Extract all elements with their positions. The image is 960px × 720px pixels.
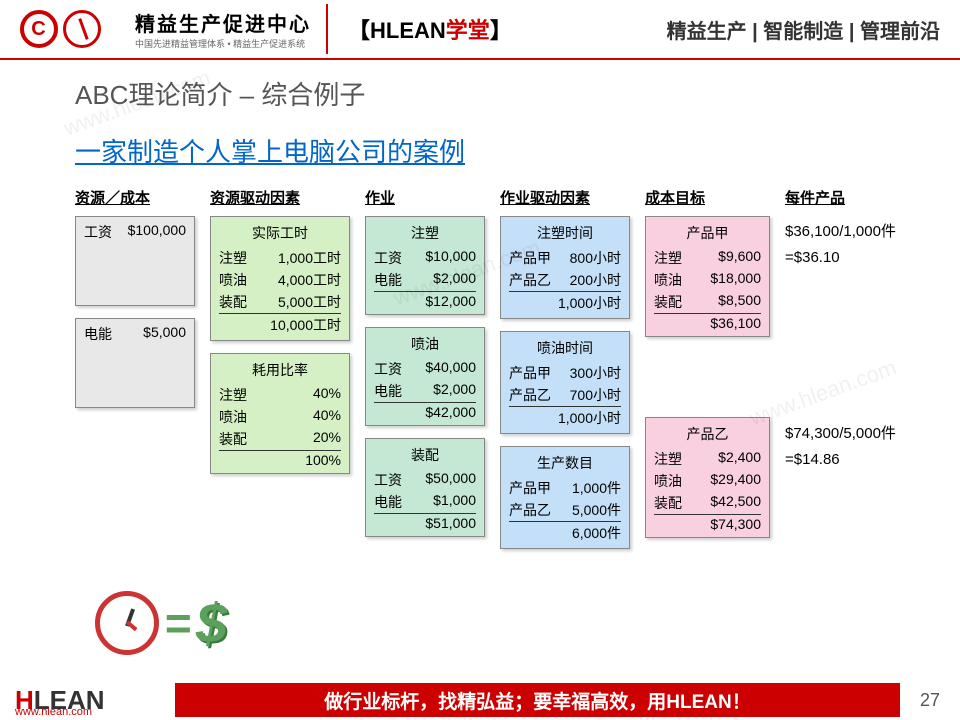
header: C 精益生产促进中心 中国先进精益管理体系 • 精益生产促进系统 【HLEAN学…	[0, 0, 960, 60]
footer-url: www.hlean.com	[15, 706, 92, 718]
box-salary: 工资$100,000	[75, 216, 195, 306]
col-resource: 资源／成本 工资$100,000 电能$5,000	[75, 187, 210, 561]
subtitle: 一家制造个人掌上电脑公司的案例	[75, 132, 930, 169]
unit-b-result: =$14.86	[785, 447, 925, 472]
hlean-tag: 【HLEAN学堂】	[328, 13, 532, 45]
logo-c-icon: C	[20, 10, 58, 48]
box-inject: 注塑 工资$10,000 电能$2,000 $12,000	[365, 216, 485, 315]
col-header: 作业	[365, 187, 500, 208]
page-title: ABC理论简介 – 综合例子	[75, 75, 930, 112]
col-activity: 作业 注塑 工资$10,000 电能$2,000 $12,000 喷油 工资$4…	[365, 187, 500, 561]
box-spray: 喷油 工资$40,000 电能$2,000 $42,000	[365, 327, 485, 426]
col-cost-target: 成本目标 产品甲 注塑$9,600 喷油$18,000 装配$8,500 $36…	[645, 187, 785, 561]
box-prod-qty: 生产数目 产品甲1,000件 产品乙5,000件 6,000件	[500, 446, 630, 549]
footer-bar: 做行业标杆，找精弘益；要幸福高效，用HLEAN！	[175, 683, 900, 717]
brand-cn: 精益生产促进中心	[135, 8, 311, 37]
box-inject-time: 注塑时间 产品甲800小时 产品乙200小时 1,000小时	[500, 216, 630, 319]
unit-a-result: =$36.10	[785, 245, 925, 270]
footer: HLEAN 做行业标杆，找精弘益；要幸福高效，用HLEAN！ 27	[0, 680, 960, 720]
box-assembly: 装配 工资$50,000 电能$1,000 $51,000	[365, 438, 485, 537]
col-header: 作业驱动因素	[500, 187, 645, 208]
columns: 资源／成本 工资$100,000 电能$5,000 资源驱动因素 实际工时 注塑…	[75, 187, 930, 561]
slogan: 精益生产 | 智能制造 | 管理前沿	[667, 15, 960, 44]
unit-a-calc: $36,100/1,000件	[785, 216, 925, 245]
col-header: 成本目标	[645, 187, 785, 208]
col-act-driver: 作业驱动因素 注塑时间 产品甲800小时 产品乙200小时 1,000小时 喷油…	[500, 187, 645, 561]
box-spray-time: 喷油时间 产品甲300小时 产品乙700小时 1,000小时	[500, 331, 630, 434]
col-header: 资源／成本	[75, 187, 210, 208]
equals-icon: =	[164, 596, 191, 650]
col-header: 资源驱动因素	[210, 187, 365, 208]
dollar-icon: $	[196, 590, 227, 655]
box-ratio: 耗用比率 注塑40% 喷油40% 装配20% 100%	[210, 353, 350, 474]
col-per-unit: 每件产品 $36,100/1,000件 =$36.10 $74,300/5,00…	[785, 187, 925, 561]
logo-l-icon	[63, 10, 101, 48]
col-res-driver: 资源驱动因素 实际工时 注塑1,000工时 喷油4,000工时 装配5,000工…	[210, 187, 365, 561]
content: www.hlean.com www.hlean.com www.hlean.co…	[0, 60, 960, 561]
clock-icon	[95, 591, 159, 655]
time-money-graphic: = $	[95, 590, 227, 655]
col-header: 每件产品	[785, 187, 925, 208]
box-product-a: 产品甲 注塑$9,600 喷油$18,000 装配$8,500 $36,100	[645, 216, 770, 337]
page-number: 27	[900, 690, 960, 711]
brand-sub: 中国先进精益管理体系 • 精益生产促进系统	[135, 37, 311, 50]
brand: 精益生产促进中心 中国先进精益管理体系 • 精益生产促进系统	[120, 4, 328, 54]
logo: C	[0, 0, 120, 59]
box-energy: 电能$5,000	[75, 318, 195, 408]
box-product-b: 产品乙 注塑$2,400 喷油$29,400 装配$42,500 $74,300	[645, 417, 770, 538]
box-hours: 实际工时 注塑1,000工时 喷油4,000工时 装配5,000工时 10,00…	[210, 216, 350, 341]
unit-b-calc: $74,300/5,000件	[785, 418, 925, 447]
